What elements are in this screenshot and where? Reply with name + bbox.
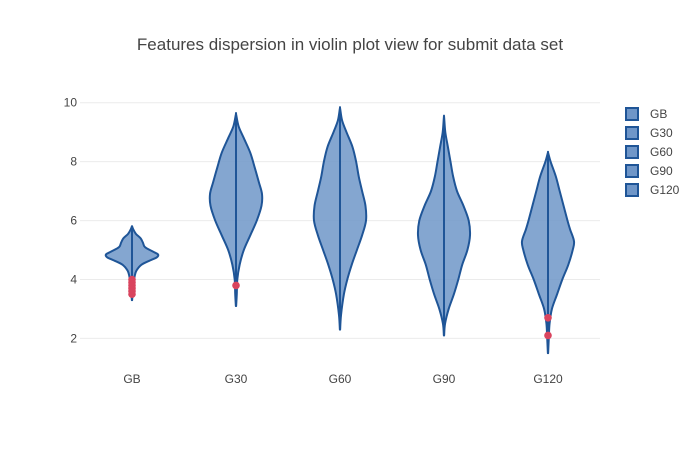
outlier-point[interactable]	[544, 314, 552, 322]
legend-swatch	[625, 145, 639, 159]
x-tick-label: G60	[329, 372, 352, 386]
x-tick-label: GB	[123, 372, 140, 386]
legend-label: G90	[650, 164, 673, 178]
y-tick-label: 8	[70, 155, 77, 169]
violin-g90[interactable]	[416, 114, 472, 337]
x-tick-label: G90	[433, 372, 456, 386]
y-tick-label: 10	[64, 96, 78, 110]
violin-g30[interactable]	[208, 112, 264, 308]
legend-label: GB	[650, 107, 667, 121]
violin-g120[interactable]	[520, 150, 576, 355]
violin-gb[interactable]	[104, 225, 160, 302]
legend-item-g120[interactable]: G120	[625, 183, 680, 197]
legend-label: G120	[650, 183, 680, 197]
violins	[104, 106, 576, 355]
outlier-point[interactable]	[128, 275, 136, 284]
y-tick-label: 2	[70, 331, 77, 345]
legend-item-gb[interactable]: GB	[625, 107, 667, 121]
legend-label: G30	[650, 126, 673, 140]
legend-item-g90[interactable]: G90	[625, 164, 673, 178]
y-tick-label: 6	[70, 214, 77, 228]
chart-title: Features dispersion in violin plot view …	[137, 35, 563, 54]
x-tick-label: G120	[533, 372, 563, 386]
legend-item-g30[interactable]: G30	[625, 126, 673, 140]
legend-swatch	[625, 126, 639, 140]
x-tick-label: G30	[225, 372, 248, 386]
y-axis-ticks: 2 4 6 8 10	[64, 96, 78, 346]
legend-swatch	[625, 183, 639, 197]
violin-g60[interactable]	[312, 106, 368, 331]
legend-item-g60[interactable]: G60	[625, 145, 673, 159]
outlier-point[interactable]	[232, 281, 240, 290]
legend-swatch	[625, 107, 639, 121]
legend-label: G60	[650, 145, 673, 159]
legend-swatch	[625, 164, 639, 178]
y-tick-label: 4	[70, 273, 77, 287]
outlier-point[interactable]	[544, 331, 552, 340]
x-axis-ticks: GB G30 G60 G90 G120	[123, 372, 563, 386]
legend[interactable]: GB G30 G60 G90 G120	[625, 107, 680, 197]
